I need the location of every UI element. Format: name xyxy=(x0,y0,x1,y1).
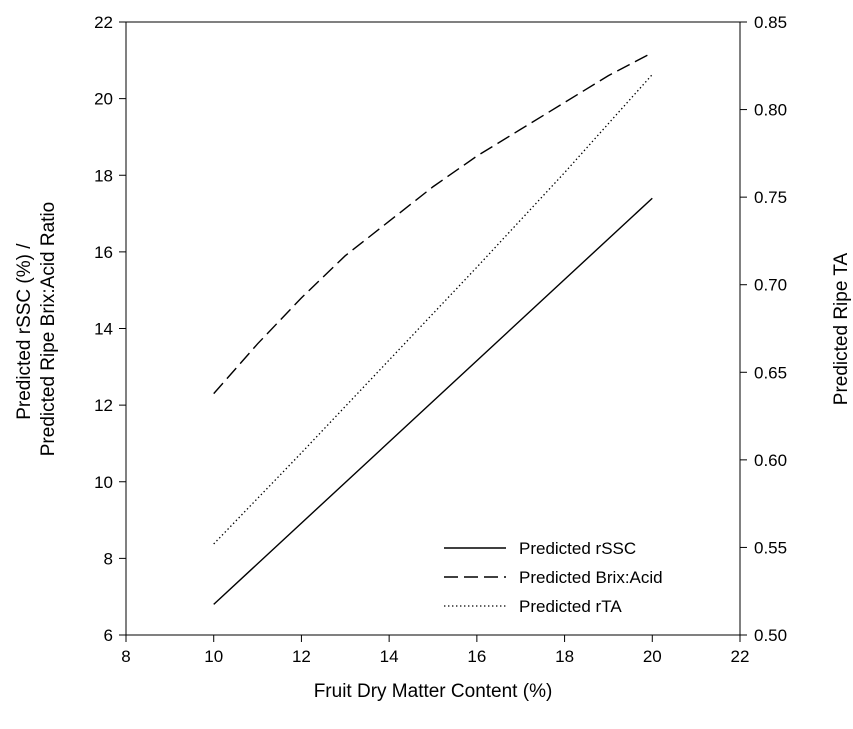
plot-frame xyxy=(125,21,741,636)
y-axis-title: Predicted rSSC (%) / Predicted Ripe Brix… xyxy=(14,202,59,457)
series-line-1 xyxy=(213,197,653,605)
plot-border xyxy=(125,21,741,636)
y-axis-title-line-2: Predicted Ripe Brix:Acid Ratio xyxy=(38,202,59,457)
y2-tick-label: 0.55 xyxy=(754,538,787,557)
x-axis: 8 10 12 14 16 18 20 22 xyxy=(121,635,749,666)
y2-tick-label: 0.65 xyxy=(754,363,787,382)
y2-axis-title: Predicted Ripe TA xyxy=(831,252,852,405)
series-lines xyxy=(213,52,653,605)
legend-label: Predicted rTA xyxy=(519,597,622,616)
x-tick-label: 22 xyxy=(731,647,750,666)
y2-tick-label: 0.80 xyxy=(754,101,787,120)
y2-tick-label: 0.70 xyxy=(754,276,787,295)
y-tick-label: 22 xyxy=(94,13,113,32)
x-tick-label: 20 xyxy=(643,647,662,666)
x-tick-label: 18 xyxy=(555,647,574,666)
x-tick-label: 16 xyxy=(467,647,486,666)
y2-tick-label: 0.50 xyxy=(754,626,787,645)
x-tick-label: 8 xyxy=(121,647,130,666)
series-line-2 xyxy=(213,52,653,395)
x-tick-label: 14 xyxy=(380,647,399,666)
x-axis-title: Fruit Dry Matter Content (%) xyxy=(314,681,553,702)
y-tick-label: 16 xyxy=(94,243,113,262)
y-tick-label: 12 xyxy=(94,396,113,415)
y2-tick-label: 0.85 xyxy=(754,13,787,32)
y2-tick-label: 0.60 xyxy=(754,451,787,470)
y-tick-label: 8 xyxy=(104,549,113,568)
legend: Predicted rSSC Predicted Brix:Acid Predict… xyxy=(444,539,663,616)
y-tick-label: 18 xyxy=(94,166,113,185)
y-tick-label: 14 xyxy=(94,320,113,339)
legend-label: Predicted rSSC xyxy=(519,539,636,558)
legend-label: Predicted Brix:Acid xyxy=(519,568,663,587)
x-tick-label: 12 xyxy=(292,647,311,666)
y-tick-label: 6 xyxy=(104,626,113,645)
y-axis: 6 8 10 12 14 16 18 20 22 xyxy=(94,13,126,645)
y2-tick-label: 0.75 xyxy=(754,188,787,207)
y-tick-label: 10 xyxy=(94,473,113,492)
y-tick-label: 20 xyxy=(94,90,113,109)
x-tick-label: 10 xyxy=(204,647,223,666)
series-line-3 xyxy=(213,74,653,545)
y2-axis: 0.50 0.55 0.60 0.65 0.70 0.75 0.80 0.85 xyxy=(740,13,787,645)
y-axis-title-line-1: Predicted rSSC (%) / xyxy=(14,243,35,420)
